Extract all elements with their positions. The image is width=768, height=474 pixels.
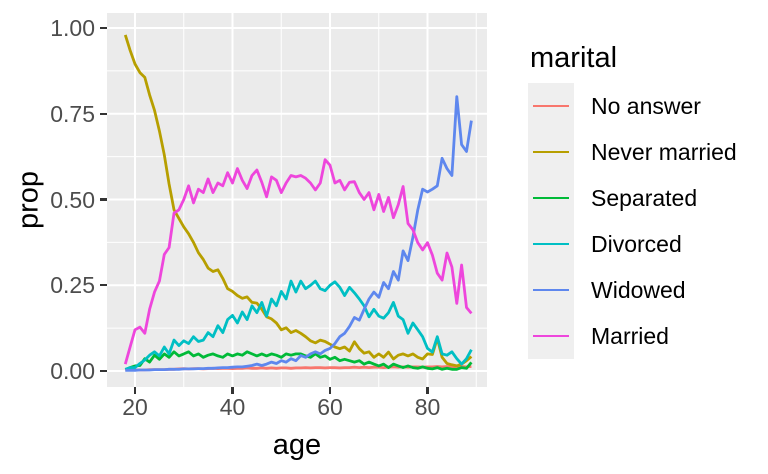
legend-key-divorced	[528, 221, 574, 267]
x-tick-mark	[133, 387, 137, 394]
y-tick-label: 0.00	[50, 358, 95, 384]
y-axis-title: prop	[12, 170, 45, 230]
y-tick-label: 0.75	[50, 100, 95, 127]
series-line-separated	[124, 350, 473, 371]
x-tick-mark	[231, 387, 234, 394]
legend-label-no-answer: No answer	[591, 92, 701, 119]
legend-entry-married: Married	[528, 313, 737, 359]
legend-label-separated: Separated	[591, 184, 698, 211]
legend-label-never-married: Never married	[591, 138, 737, 165]
legend-key-separated	[528, 175, 574, 221]
x-tick-label: 80	[414, 394, 441, 420]
y-tick-mark	[100, 198, 107, 201]
x-tick-label: 20	[122, 394, 148, 420]
y-tick-mark	[100, 284, 107, 287]
legend: marital No answer Never married Separated D…	[528, 42, 737, 359]
legend-key-line-icon	[533, 288, 569, 292]
legend-key-never-married	[528, 129, 574, 175]
y-tick-label: 0.25	[50, 272, 95, 299]
series-line-married	[123, 158, 473, 365]
plot-panel	[107, 13, 487, 387]
legend-title: marital	[530, 42, 618, 74]
series-line-never-married	[123, 34, 473, 368]
legend-key-married	[528, 313, 574, 359]
x-tick-label: 40	[219, 394, 246, 420]
legend-key-line-icon	[533, 334, 569, 338]
legend-entry-separated: Separated	[528, 175, 737, 221]
x-axis-title: age	[272, 429, 322, 461]
legend-entry-widowed: Widowed	[528, 267, 737, 313]
legend-key-line-icon	[533, 196, 569, 200]
x-tick-mark	[328, 387, 332, 394]
legend-label-widowed: Widowed	[591, 276, 686, 303]
legend-entry-divorced: Divorced	[528, 221, 737, 267]
y-tick-mark	[100, 112, 107, 115]
y-tick-mark	[100, 26, 107, 30]
legend-label-divorced: Divorced	[591, 230, 682, 257]
y-tick-label: 0.50	[50, 186, 95, 213]
legend-entry-never-married: Never married	[528, 129, 737, 175]
x-tick-label: 60	[317, 394, 343, 420]
y-tick-label: 1.00	[50, 15, 95, 41]
y-tick-mark	[100, 369, 107, 373]
legend-entries: No answer Never married Separated Divorced W…	[528, 83, 737, 359]
plot-area-svg	[107, 13, 487, 387]
legend-label-married: Married	[591, 322, 669, 349]
legend-entry-no-answer: No answer	[528, 83, 737, 129]
legend-key-line-icon	[533, 104, 569, 108]
x-tick-mark	[426, 387, 429, 394]
legend-key-no-answer	[528, 83, 574, 129]
legend-key-widowed	[528, 267, 574, 313]
series-line-divorced	[124, 279, 473, 371]
legend-key-line-icon	[533, 150, 569, 154]
series-line-widowed	[125, 95, 473, 372]
legend-key-line-icon	[533, 242, 569, 246]
